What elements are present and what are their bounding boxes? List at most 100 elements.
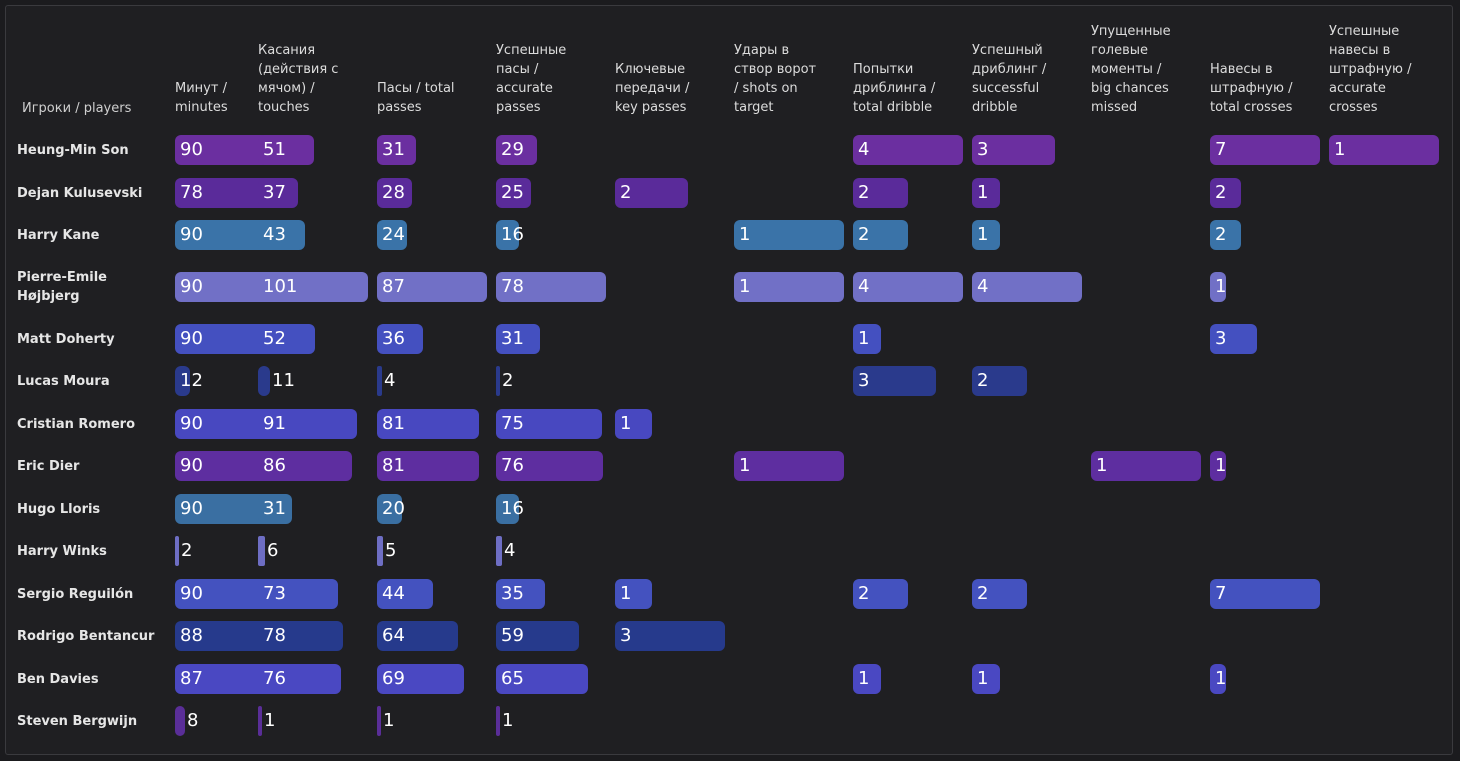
stat-bar (734, 451, 844, 481)
stat-bar (258, 451, 352, 481)
stat-value-label: 1 (620, 583, 632, 604)
stat-value-label: 4 (858, 139, 870, 160)
stat-bar (175, 706, 185, 736)
stat-value-label: 31 (263, 498, 286, 519)
stat-value-label: 69 (382, 668, 405, 689)
player-name: Matt Doherty (17, 331, 115, 347)
stat-value-label: 90 (180, 224, 203, 245)
player-name: Lucas Moura (17, 373, 110, 389)
stat-bar (1210, 664, 1226, 694)
stat-bar (972, 220, 1000, 250)
stat-value-label: 16 (501, 224, 524, 245)
stat-bar (258, 220, 305, 250)
stat-bar (175, 366, 190, 396)
stat-bar (258, 272, 368, 302)
stat-value-label: 101 (263, 276, 298, 297)
stat-value-label: 1 (1096, 455, 1108, 476)
stat-value-label: 1 (1334, 139, 1346, 160)
stat-bar (972, 579, 1027, 609)
stat-value-label: 87 (382, 276, 405, 297)
stat-bar (972, 664, 1000, 694)
player-name: Dejan Kulusevski (17, 185, 143, 201)
stat-bar (1210, 220, 1241, 250)
stat-bar (258, 135, 314, 165)
stat-bar (853, 220, 908, 250)
stat-bar (258, 409, 357, 439)
stat-value-label: 35 (501, 583, 524, 604)
stat-bar (1210, 451, 1226, 481)
stat-bar (258, 494, 292, 524)
stat-value-label: 64 (382, 625, 405, 646)
stat-bar (853, 135, 963, 165)
stat-bar (496, 178, 531, 208)
stat-value-label: 1 (858, 328, 870, 349)
stat-value-label: 3 (858, 370, 870, 391)
stat-bar (615, 178, 688, 208)
stat-value-label: 88 (180, 625, 203, 646)
stat-value-label: 52 (263, 328, 286, 349)
stat-bar (377, 366, 382, 396)
stat-bar (258, 324, 315, 354)
stat-value-label: 24 (382, 224, 405, 245)
column-header: Упущенные голевые моменты / big chances … (1091, 24, 1171, 115)
stat-value-label: 1 (858, 668, 870, 689)
column-header: Минут / minutes (175, 81, 228, 115)
player-name: Harry Kane (17, 227, 100, 243)
stat-value-label: 2 (858, 583, 870, 604)
stat-bar (258, 621, 343, 651)
stat-bar (734, 272, 844, 302)
player-name: Steven Bergwijn (17, 713, 138, 729)
stat-value-label: 16 (501, 498, 524, 519)
stat-bar (496, 494, 519, 524)
stat-value-label: 81 (382, 413, 405, 434)
stat-bar (496, 579, 545, 609)
stat-value-label: 1 (1215, 668, 1227, 689)
stat-value-label: 91 (263, 413, 286, 434)
stat-bar (1329, 135, 1439, 165)
stat-value-label: 43 (263, 224, 286, 245)
column-header: Успешный дриблинг / successful dribble (972, 43, 1047, 115)
stat-bar (496, 409, 602, 439)
stat-bar (377, 579, 433, 609)
stat-value-label: 25 (501, 182, 524, 203)
stat-value-label: 2 (1215, 182, 1227, 203)
player-name: Heung-Min Son (17, 142, 129, 158)
column-header: Пасы / total passes (377, 81, 455, 115)
stat-value-label: 90 (180, 276, 203, 297)
stat-bar (972, 366, 1027, 396)
stat-value-label: 2 (502, 370, 514, 391)
stat-value-label: 7 (1215, 139, 1227, 160)
stat-bar (377, 451, 479, 481)
stat-bar (258, 366, 270, 396)
stat-value-label: 36 (382, 328, 405, 349)
stat-value-label: 1 (739, 224, 751, 245)
column-header: Касания (действия с мячом) / touches (258, 43, 339, 115)
stat-value-label: 59 (501, 625, 524, 646)
stat-value-label: 90 (180, 413, 203, 434)
stat-value-label: 6 (267, 540, 279, 561)
stat-value-label: 11 (272, 370, 295, 391)
stat-value-label: 1 (977, 182, 989, 203)
stat-value-label: 31 (501, 328, 524, 349)
stat-bar (377, 135, 416, 165)
stat-value-label: 81 (382, 455, 405, 476)
player-name: Cristian Romero (17, 416, 136, 432)
stat-bar (853, 324, 881, 354)
stat-value-label: 90 (180, 328, 203, 349)
stat-bar (258, 178, 298, 208)
stat-value-label: 1 (739, 276, 751, 297)
stat-bar (258, 664, 341, 694)
stat-bar (1210, 135, 1320, 165)
stat-bar (258, 706, 262, 736)
stat-value-label: 2 (977, 370, 989, 391)
player-name: Ben Davies (17, 671, 99, 687)
stat-bar (377, 409, 479, 439)
stat-bar (853, 366, 936, 396)
player-name: Hugo Lloris (17, 501, 101, 517)
player-name: Pierre-Emile Højbjerg (17, 270, 107, 304)
stat-bar (615, 621, 725, 651)
stat-bar (377, 272, 487, 302)
stat-bar (972, 135, 1055, 165)
stat-value-label: 1 (620, 413, 632, 434)
stat-value-label: 73 (263, 583, 286, 604)
